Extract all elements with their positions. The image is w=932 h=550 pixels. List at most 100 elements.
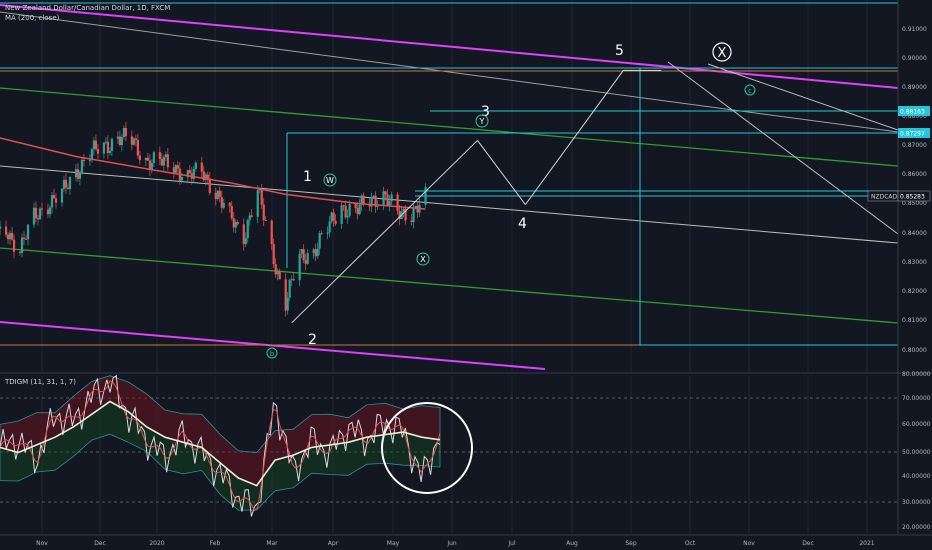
candle-body	[90, 149, 94, 160]
candle-body	[96, 149, 100, 154]
candle-body	[372, 195, 375, 198]
moving-average-legend: MA (200, close)	[5, 14, 60, 22]
candle-body	[80, 159, 84, 174]
tdi-signal-line	[0, 379, 441, 512]
candle-body	[50, 195, 54, 208]
circled-label-c: c	[744, 84, 756, 96]
symbol-tag: NZDCAD	[871, 194, 898, 201]
candle-body	[346, 215, 349, 218]
candle-body	[334, 220, 337, 224]
tdi-rsi-line	[0, 374, 441, 517]
price-label-level-b-box	[898, 128, 930, 138]
green-upper-channel	[0, 87, 899, 167]
candle-body	[204, 174, 207, 181]
candle-body	[8, 232, 12, 240]
candle-body	[116, 136, 120, 139]
indicator-legend: TDIGM (11, 31, 1, 7)	[5, 378, 76, 386]
indicator-tick: 60.00000	[902, 421, 931, 428]
candle-body	[162, 157, 165, 166]
time-tick: Apr	[328, 540, 339, 547]
candle-body	[118, 136, 122, 145]
candle-body	[278, 271, 281, 280]
svg-text:c: c	[748, 87, 752, 95]
indicator-tick: 50.00000	[902, 449, 931, 456]
indicator-tick: 70.00000	[902, 395, 931, 402]
candle-body	[250, 215, 253, 217]
candle-body	[414, 205, 417, 209]
trend-lines	[0, 2, 899, 370]
candle-body	[376, 206, 379, 207]
candle-body	[136, 139, 139, 156]
highlight-circle	[381, 402, 473, 494]
candle-body	[330, 212, 333, 222]
candle-body	[332, 212, 335, 221]
price-tick: 0.86000	[902, 171, 927, 178]
candle-body	[412, 208, 415, 223]
circled-label-x-small: X	[416, 252, 430, 266]
candle-body	[246, 220, 249, 238]
candle-body	[344, 205, 347, 218]
candle-body	[320, 233, 323, 234]
candle-body	[288, 279, 291, 298]
price-tick: 0.88000	[902, 113, 927, 120]
candle-body	[410, 220, 413, 223]
time-tick: May	[387, 540, 400, 547]
candle-body	[74, 169, 78, 178]
wave-label-4: 4	[518, 216, 527, 232]
candle-body	[192, 169, 195, 179]
candle-body	[94, 140, 98, 150]
candle-body	[38, 208, 42, 220]
candle-body	[194, 162, 197, 170]
candle-body	[216, 190, 219, 199]
candle-body	[20, 237, 24, 253]
candle-body	[222, 202, 225, 208]
wave-label-3: 3	[481, 104, 490, 120]
candle-body	[34, 207, 38, 219]
wave-segment	[525, 70, 624, 205]
candle-body	[316, 248, 319, 257]
indicator-tick: 20.00000	[902, 524, 931, 531]
candle-body	[132, 138, 135, 145]
candle-body	[54, 198, 58, 203]
candle-body	[4, 226, 8, 235]
candle-body	[318, 233, 321, 249]
price-tick: 0.84000	[902, 230, 927, 237]
candle-body	[396, 194, 399, 211]
candle-body	[358, 204, 361, 215]
price-axis: 0.91000 0.90000 0.89000 0.88000 0.87000 …	[867, 0, 931, 534]
candle-body	[106, 141, 110, 153]
price-tick: 0.81000	[902, 317, 927, 324]
price-tick: 0.85000	[902, 200, 927, 207]
candle-body	[164, 154, 167, 158]
candle-body	[328, 221, 331, 233]
candle-body	[202, 171, 205, 181]
candle-body	[256, 190, 259, 217]
candle-body	[150, 162, 153, 170]
price-tick: 0.83000	[902, 259, 927, 266]
time-tick: Oct	[685, 540, 696, 547]
candle-body	[354, 203, 357, 209]
price-tick: 0.87000	[902, 142, 927, 149]
candle-body	[208, 178, 211, 193]
chart-title: New Zealand Dollar/Canadian Dollar, 1D, …	[5, 4, 171, 12]
candle-body	[48, 207, 52, 215]
candle-body	[264, 220, 267, 221]
candle-body	[234, 221, 237, 228]
candle-body	[274, 264, 277, 275]
candle-body	[298, 253, 301, 281]
candle-body	[404, 208, 407, 221]
candle-body	[370, 197, 373, 207]
candle-body	[424, 187, 427, 205]
candle-body	[52, 195, 56, 199]
time-tick: Jul	[507, 540, 516, 547]
candle-body	[174, 165, 177, 173]
price-label-level-a: 0.88163	[900, 109, 925, 116]
circled-label-w: W	[323, 173, 337, 187]
price-tick: 0.91000	[902, 26, 927, 33]
current-price-box	[897, 190, 931, 202]
candle-body	[188, 170, 191, 174]
candle-body	[36, 218, 40, 220]
candle-body	[220, 197, 223, 208]
candle-body	[326, 232, 329, 234]
